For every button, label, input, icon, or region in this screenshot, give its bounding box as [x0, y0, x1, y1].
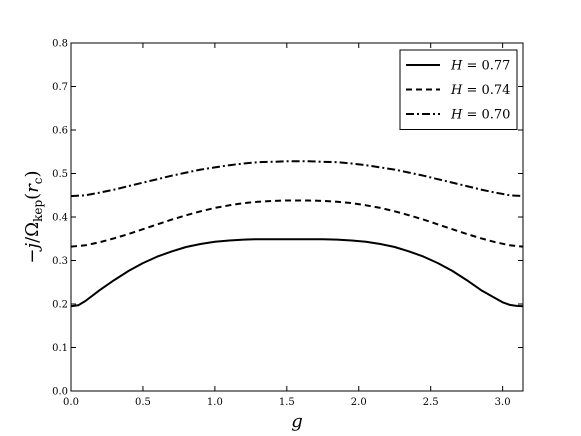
legend-box [399, 49, 518, 130]
x-tick-label-2: 1.0 [207, 397, 223, 408]
y-tick-label-6: 0.6 [52, 126, 68, 137]
y-tick-label-4: 0.4 [52, 213, 68, 224]
y-label-open: ( [22, 193, 43, 200]
y-tick-label-7: 0.7 [52, 82, 68, 93]
legend: H = 0.77 H = 0.74 H = 0.70 [399, 49, 518, 130]
y-tick-label-5: 0.5 [52, 169, 68, 180]
x-tick-label-1: 0.5 [135, 397, 151, 408]
x-tick-label-5: 2.5 [423, 397, 439, 408]
y-tick-label-0: 0.0 [52, 387, 68, 398]
y-label-close: ) [22, 170, 43, 177]
plot-frame [70, 42, 524, 392]
y-label-dot-var: j [22, 242, 43, 252]
y-label-mid: /Ω [22, 222, 43, 243]
x-tick-label-4: 2.0 [351, 397, 367, 408]
x-tick-label-0: 0.0 [63, 397, 79, 408]
y-label-prefix: − [22, 248, 43, 263]
y-label-sub: kep [31, 200, 45, 222]
y-label-rsub: c [31, 177, 45, 184]
legend-label-1: H = 0.77 [450, 59, 510, 74]
y-label-r: r [22, 183, 43, 193]
y-tick-label-8: 0.8 [52, 39, 68, 50]
y-axis-label: −j/Ωkep(rc) [22, 170, 45, 263]
x-tick-label-3: 1.5 [279, 397, 295, 408]
x-tick-label-6: 3.0 [495, 397, 511, 408]
legend-label-2: H = 0.74 [450, 83, 510, 98]
series-layer [70, 160, 524, 308]
series-line-2 [70, 199, 524, 248]
y-tick-label-1: 0.1 [52, 343, 68, 354]
legend-label-3: H = 0.70 [450, 108, 510, 123]
series-line-1 [70, 238, 524, 308]
y-tick-label-2: 0.2 [52, 300, 68, 311]
x-axis-label: g [291, 411, 303, 432]
y-tick-label-3: 0.3 [52, 256, 68, 267]
series-line-3 [70, 160, 524, 198]
